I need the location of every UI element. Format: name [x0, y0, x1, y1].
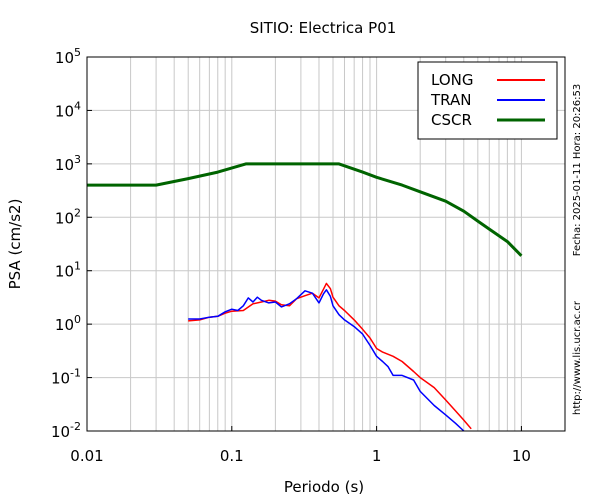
- x-tick-label: 0.01: [70, 447, 103, 465]
- series-line-tran: [188, 289, 465, 432]
- side-text-url: http://www.lis.ucr.ac.cr: [572, 300, 583, 415]
- x-tick-label: 10: [512, 447, 531, 465]
- y-tick-label: 102: [55, 206, 81, 227]
- y-axis-label: PSA (cm/s2): [6, 199, 24, 290]
- series-layer: [87, 162, 523, 432]
- y-tick-label: 103: [55, 153, 81, 174]
- legend-box: [417, 61, 558, 140]
- y-tick-labels: 10-2 10-1 100 101 102 103 104 105: [51, 46, 92, 441]
- y-tick-label: 105: [55, 46, 81, 67]
- series-line-long: [188, 282, 472, 430]
- legend: LONG TRAN CSCR: [417, 61, 558, 140]
- plot-frame: [86, 56, 566, 432]
- x-axis-label: Periodo (s): [284, 478, 364, 496]
- series-line-cscr: [87, 162, 523, 257]
- y-tick-label: 100: [55, 313, 81, 334]
- y-tick-label: 104: [55, 99, 81, 120]
- x-tick-labels: 0.01 0.1 1 10: [70, 426, 531, 465]
- y-tick-label: 10-2: [51, 420, 81, 441]
- x-tick-label: 0.1: [220, 447, 244, 465]
- y-tick-label: 10-1: [51, 367, 81, 388]
- chart-title: SITIO: Electrica P01: [250, 19, 397, 37]
- side-text-timestamp: Fecha: 2025-01-11 Hora: 20:26:53: [572, 84, 583, 257]
- legend-label-tran: TRAN: [430, 91, 471, 109]
- legend-label-cscr: CSCR: [431, 111, 472, 129]
- grid-lines: [87, 57, 565, 431]
- x-tick-label: 1: [372, 447, 382, 465]
- legend-label-long: LONG: [431, 71, 473, 89]
- y-tick-label: 101: [55, 260, 81, 281]
